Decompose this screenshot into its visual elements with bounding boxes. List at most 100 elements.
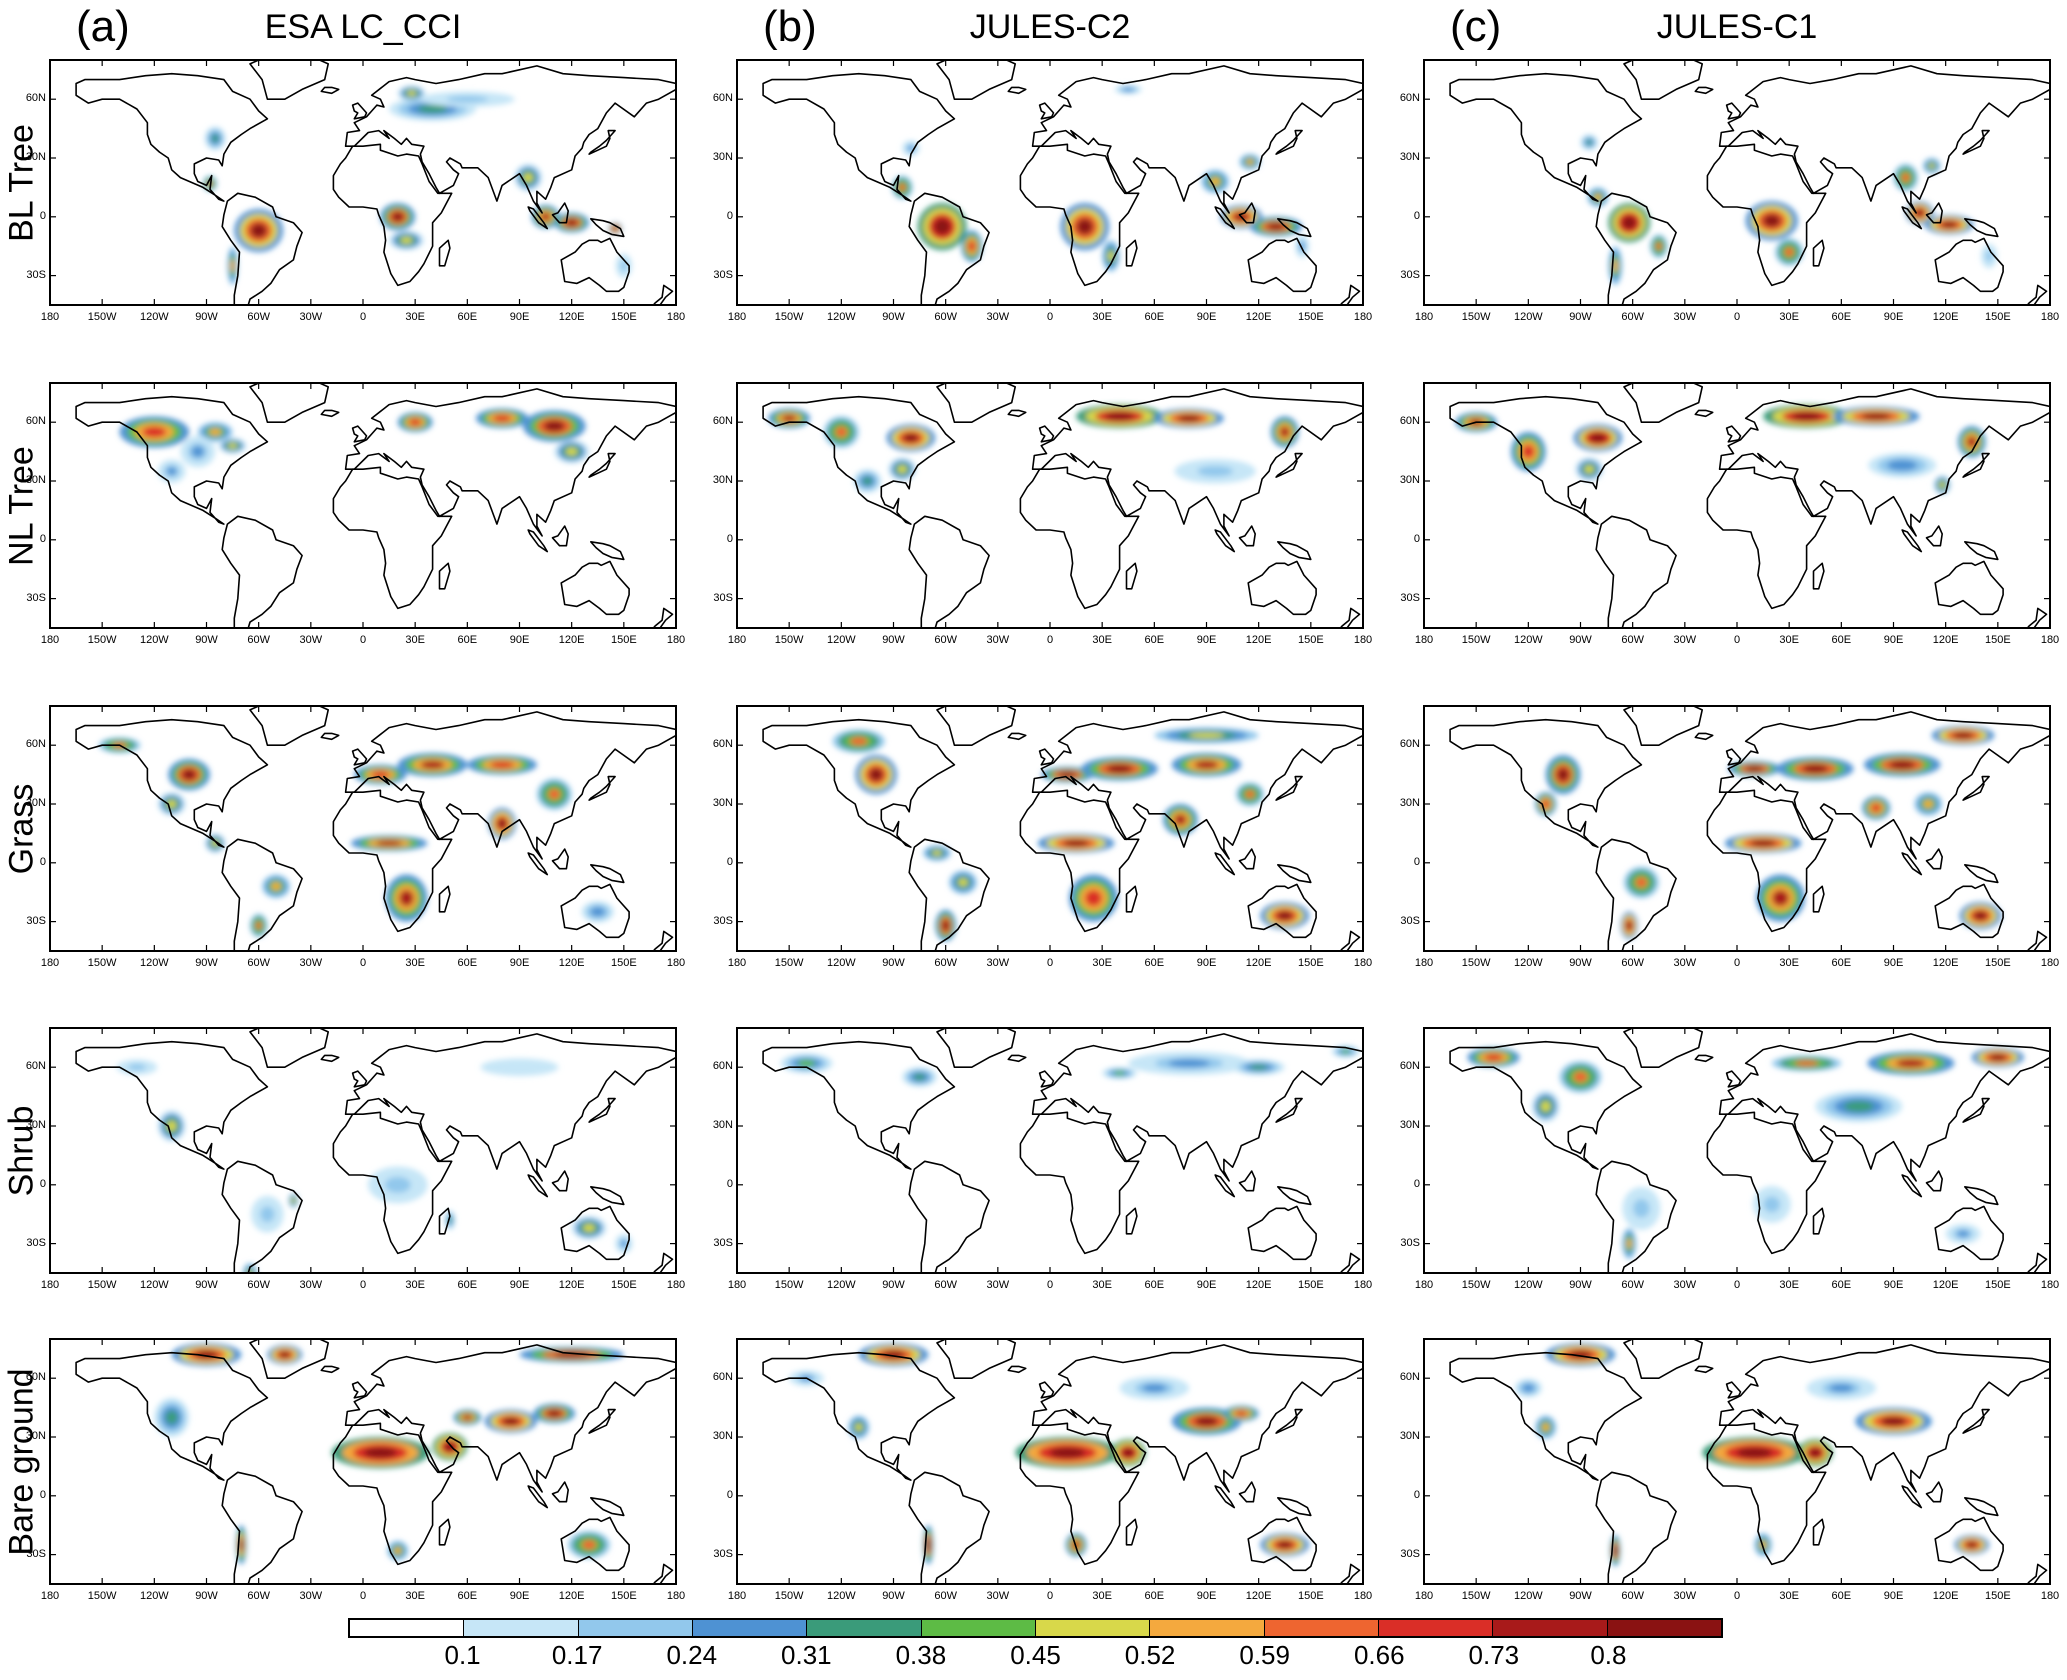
cover-cell bbox=[565, 447, 578, 456]
lon-tick-label: 0 bbox=[359, 634, 367, 646]
lon-tick-label: 150E bbox=[610, 1279, 637, 1291]
cover-cell bbox=[1940, 221, 1958, 228]
cover-cell bbox=[1122, 87, 1135, 92]
lon-tick-label: 150E bbox=[610, 957, 637, 969]
lon-tick-label: 150W bbox=[1461, 311, 1491, 323]
row-label: BL Tree bbox=[2, 123, 41, 242]
cover-cell bbox=[583, 1223, 595, 1232]
lat-tick-label: 60N bbox=[712, 415, 733, 428]
north-america-coastline bbox=[762, 718, 956, 848]
lon-tick-label: 150W bbox=[1461, 957, 1491, 969]
japan-coastline bbox=[1275, 1097, 1303, 1123]
lon-tick-label: 90W bbox=[1569, 311, 1592, 323]
south-america-coastline bbox=[908, 838, 990, 951]
lon-tick-label: 150E bbox=[610, 1590, 637, 1602]
lon-tick-label: 150W bbox=[774, 311, 804, 323]
africa-coastline bbox=[1706, 466, 1827, 610]
lon-tick-label: 150E bbox=[1984, 311, 2011, 323]
map-svg bbox=[736, 705, 1364, 952]
indonesia-sumatra-coastline bbox=[1214, 852, 1236, 876]
north-america-coastline bbox=[1449, 1040, 1643, 1170]
cover-cell bbox=[1594, 193, 1602, 201]
cover-cell bbox=[1914, 208, 1925, 217]
indonesia-borneo-coastline bbox=[1238, 1170, 1257, 1192]
new-zealand-coastline bbox=[652, 930, 674, 951]
greenland-coastline bbox=[249, 1339, 330, 1380]
australia-coastline bbox=[560, 1516, 630, 1572]
lon-tick-label: 30W bbox=[1673, 634, 1697, 646]
lon-tick-label: 180 bbox=[1414, 634, 1434, 646]
cover-cell bbox=[1635, 877, 1648, 888]
cover-cell bbox=[446, 95, 489, 103]
australia-coastline bbox=[560, 1205, 630, 1261]
africa-coastline bbox=[1019, 789, 1140, 933]
colorbar-swatch bbox=[921, 1620, 1036, 1636]
lat-tick-label: 30N bbox=[1399, 797, 1420, 809]
cover-cell bbox=[1589, 433, 1607, 443]
lon-tick-label: 150W bbox=[1461, 634, 1491, 646]
cover-cell bbox=[1957, 1230, 1969, 1238]
lon-tick-label: 30E bbox=[1779, 1279, 1799, 1291]
cover-cell bbox=[182, 769, 197, 780]
cover-cell bbox=[913, 1073, 926, 1081]
lat-tick-label: 30N bbox=[712, 1119, 733, 1131]
lat-tick-label: 0 bbox=[1413, 532, 1420, 545]
eurasia-coastline bbox=[1718, 1344, 2050, 1493]
cover-cell bbox=[581, 1540, 597, 1550]
iceland-coastline bbox=[1694, 409, 1714, 418]
uk-coastline bbox=[1038, 425, 1055, 443]
indonesia-borneo-coastline bbox=[1925, 202, 1944, 224]
lon-tick-label: 60E bbox=[1831, 1590, 1852, 1602]
lon-tick-label: 180 bbox=[2040, 634, 2060, 646]
australia-coastline bbox=[1247, 560, 1317, 616]
lat-tick-label: 60N bbox=[25, 415, 46, 428]
lat-tick-label: 0 bbox=[39, 1488, 46, 1501]
japan-coastline bbox=[1275, 1408, 1303, 1434]
cover-cell bbox=[612, 226, 618, 231]
lon-tick-label: 90W bbox=[882, 634, 905, 646]
lon-tick-label: 180 bbox=[727, 957, 747, 969]
lat-tick-label: 30N bbox=[25, 474, 46, 486]
lon-tick-label: 90W bbox=[195, 1590, 218, 1602]
iceland-coastline bbox=[1007, 732, 1027, 741]
cover-cell bbox=[1896, 1059, 1926, 1068]
lon-tick-label: 150W bbox=[1461, 1279, 1491, 1291]
lat-tick-label: 30S bbox=[1400, 1547, 1420, 1560]
lon-tick-label: 120E bbox=[558, 1279, 585, 1291]
cover-cell bbox=[1280, 426, 1290, 438]
cover-cell bbox=[1194, 760, 1219, 769]
lon-tick-label: 120E bbox=[558, 634, 585, 646]
cover-cell bbox=[1188, 732, 1225, 739]
lon-tick-label: 60W bbox=[1621, 957, 1644, 969]
lon-tick-label: 120E bbox=[1245, 1279, 1272, 1291]
indonesia-sumatra-coastline bbox=[1214, 529, 1236, 553]
cover-cell bbox=[1540, 1101, 1551, 1112]
cover-cell bbox=[371, 771, 390, 778]
greenland-coastline bbox=[249, 383, 330, 424]
indonesia-borneo-coastline bbox=[1925, 1170, 1944, 1192]
cover-cell bbox=[1626, 1238, 1632, 1249]
lon-tick-label: 180 bbox=[2040, 1590, 2060, 1602]
cover-cell bbox=[209, 428, 222, 436]
cover-cell bbox=[1058, 771, 1077, 778]
lat-tick-label: 30S bbox=[713, 591, 733, 604]
eurasia-coastline bbox=[1718, 1033, 2050, 1182]
cover-cell bbox=[1633, 1198, 1650, 1218]
cover-cell bbox=[1762, 214, 1781, 228]
colorbar-tick-label: 0.45 bbox=[1010, 1640, 1061, 1670]
cover-cell bbox=[211, 134, 219, 143]
lon-tick-label: 150W bbox=[87, 1279, 117, 1291]
cover-cell bbox=[1276, 911, 1294, 921]
cover-cell bbox=[1750, 839, 1777, 847]
new-zealand-coastline bbox=[2026, 1252, 2048, 1273]
greenland-coastline bbox=[936, 706, 1017, 747]
africa-coastline bbox=[1019, 1422, 1140, 1566]
iceland-coastline bbox=[1694, 86, 1714, 95]
cover-cell bbox=[400, 236, 413, 244]
eurasia-coastline bbox=[344, 65, 676, 214]
colorbar-swatch bbox=[350, 1620, 465, 1636]
lon-tick-label: 60E bbox=[1831, 634, 1852, 646]
lat-tick-label: 0 bbox=[1413, 209, 1420, 222]
lon-tick-label: 90E bbox=[1883, 1279, 1904, 1291]
lat-tick-label: 30S bbox=[26, 1547, 46, 1560]
